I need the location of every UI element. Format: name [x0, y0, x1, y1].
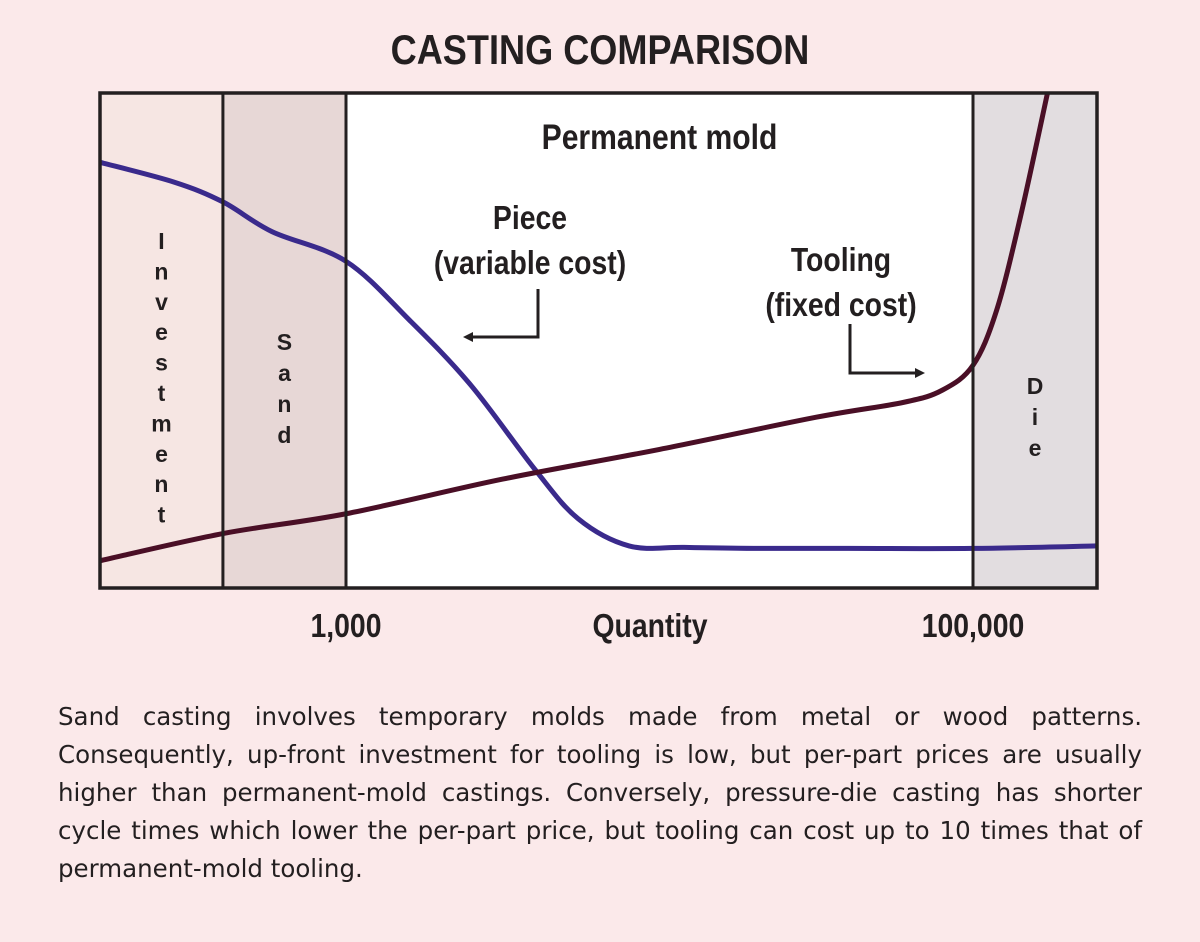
region-bands: [100, 93, 1097, 588]
curves: [100, 93, 1097, 564]
piece-arrow: [463, 289, 540, 342]
region-sand: [222, 93, 346, 588]
plot-border: [98, 91, 1099, 590]
x-tick-label: 1,000: [310, 607, 381, 645]
x-tick-labels: 1,000 100,000: [310, 607, 1024, 645]
caption-text: Sand casting involves temporary molds ma…: [58, 702, 1142, 883]
plot-frame: [98, 91, 1099, 590]
tooling-annotation: Tooling (fixed cost): [765, 241, 916, 324]
region-investment: [100, 93, 223, 588]
chart-title: CASTING COMPARISON: [390, 26, 810, 73]
x-axis-label: Quantity: [592, 607, 707, 645]
region-die: [973, 93, 1097, 588]
region-permanent-mold: [346, 93, 973, 588]
x-tick-label: 100,000: [922, 607, 1025, 645]
region-label-permanent-mold: Permanent mold: [542, 117, 778, 157]
tooling-cost-curve: [100, 93, 1050, 564]
tooling-arrow: [848, 324, 925, 378]
annotations: Piece (variable cost) Tooling (fixed cost): [434, 199, 925, 378]
piece-cost-curve: [100, 159, 1097, 552]
piece-annotation: Piece (variable cost): [434, 199, 626, 282]
